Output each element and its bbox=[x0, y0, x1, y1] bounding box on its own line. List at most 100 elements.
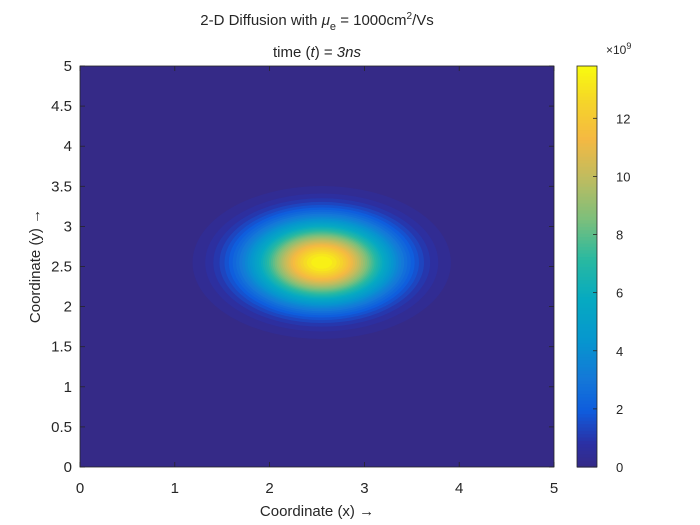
colorbar-segment bbox=[577, 423, 597, 428]
colorbar-segment bbox=[577, 216, 597, 221]
colorbar-segment bbox=[577, 256, 597, 261]
colorbar-tick-label: 8 bbox=[616, 228, 623, 243]
colorbar-segment bbox=[577, 236, 597, 241]
chart-title: 2-D Diffusion with μe = 1000cm2/Vs bbox=[200, 11, 434, 33]
colorbar-segment bbox=[577, 283, 597, 288]
colorbar-segment bbox=[577, 156, 597, 161]
colorbar-segment bbox=[577, 329, 597, 334]
colorbar-segment bbox=[577, 239, 597, 244]
colorbar-segment bbox=[577, 219, 597, 224]
colorbar-segment bbox=[577, 303, 597, 308]
colorbar-segment bbox=[577, 159, 597, 164]
colorbar-segment bbox=[577, 293, 597, 298]
y-tick-label: 4.5 bbox=[51, 98, 72, 115]
subtitle-var: t bbox=[311, 44, 316, 61]
y-tick-label: 3 bbox=[64, 218, 72, 235]
colorbar-segment bbox=[577, 203, 597, 207]
colorbar-segment bbox=[577, 122, 597, 127]
colorbar-segment bbox=[577, 279, 597, 284]
colorbar-segment bbox=[577, 172, 597, 177]
heatmap-area bbox=[80, 66, 554, 467]
colorbar-segment bbox=[577, 463, 597, 468]
x-axis-ticks: 0 1 2 3 4 5 bbox=[76, 66, 558, 497]
colorbar-segment bbox=[577, 196, 597, 201]
colorbar-segment bbox=[577, 383, 597, 388]
subtitle-prefix: time ( bbox=[273, 44, 311, 61]
colorbar-segment bbox=[577, 129, 597, 134]
colorbar-segment bbox=[577, 136, 597, 141]
colorbar-segment bbox=[577, 132, 597, 137]
colorbar-segment bbox=[577, 453, 597, 458]
colorbar-segment bbox=[577, 76, 597, 80]
colorbar-segment bbox=[577, 440, 597, 445]
colorbar-segment bbox=[577, 206, 597, 211]
colorbar-tick-label: 10 bbox=[616, 169, 630, 184]
colorbar-segment bbox=[577, 373, 597, 378]
colorbar-segment bbox=[577, 229, 597, 234]
x-tick-label: 2 bbox=[265, 480, 273, 497]
colorbar-segment bbox=[577, 360, 597, 365]
y-tick-label: 1 bbox=[64, 379, 72, 396]
chart-subtitle: time (t) = 3ns bbox=[273, 44, 361, 61]
colorbar-segment bbox=[577, 433, 597, 438]
colorbar-segment bbox=[577, 356, 597, 361]
colorbar-segment bbox=[577, 336, 597, 341]
colorbar-frame bbox=[576, 65, 598, 468]
colorbar-segment bbox=[577, 420, 597, 425]
colorbar-segment bbox=[577, 179, 597, 184]
colorbar-segment bbox=[577, 390, 597, 395]
colorbar-segment bbox=[577, 89, 597, 94]
colorbar-segment bbox=[577, 443, 597, 448]
y-tick-label: 5 bbox=[64, 58, 72, 75]
colorbar-segment bbox=[577, 309, 597, 314]
colorbar-segment bbox=[577, 353, 597, 358]
colorbar-segment bbox=[577, 376, 597, 381]
colorbar-segment bbox=[577, 213, 597, 217]
colorbar-segment bbox=[577, 99, 597, 104]
colorbar-segment bbox=[577, 340, 597, 344]
colorbar-tick-label: 2 bbox=[616, 402, 623, 417]
colorbar-tick-label: 4 bbox=[616, 344, 623, 359]
colorbar-multiplier-exponent: 9 bbox=[626, 41, 631, 51]
colorbar-segment bbox=[577, 79, 597, 84]
colorbar-segment bbox=[577, 333, 597, 338]
y-axis-ticks: 0 0.5 1 1.5 2 2.5 3 3.5 4 4.5 5 bbox=[51, 58, 554, 476]
colorbar-segment bbox=[577, 182, 597, 187]
y-tick-label: 3.5 bbox=[51, 178, 72, 195]
y-tick-label: 0 bbox=[64, 459, 72, 476]
colorbar-segment bbox=[577, 326, 597, 331]
colorbar-segment bbox=[577, 366, 597, 371]
colorbar-segment bbox=[577, 286, 597, 291]
colorbar-segment bbox=[577, 146, 597, 151]
colorbar-segment bbox=[577, 96, 597, 101]
x-tick-label: 3 bbox=[360, 480, 368, 497]
colorbar-tick-label: 0 bbox=[616, 460, 623, 475]
colorbar-segment bbox=[577, 323, 597, 328]
colorbar-segment bbox=[577, 370, 597, 375]
colorbar-segment bbox=[577, 460, 597, 465]
colorbar-segment bbox=[577, 363, 597, 368]
colorbar-segment bbox=[577, 199, 597, 204]
colorbar-segment bbox=[577, 72, 597, 77]
colorbar-segment bbox=[577, 116, 597, 121]
colorbar-segment bbox=[577, 86, 597, 90]
y-tick-label: 0.5 bbox=[51, 419, 72, 436]
colorbar-segment bbox=[577, 266, 597, 271]
colorbar-segment bbox=[577, 106, 597, 111]
y-tick-label: 4 bbox=[64, 138, 72, 155]
colorbar-segment bbox=[577, 346, 597, 351]
colorbar-segment bbox=[577, 92, 597, 97]
colorbar-segment bbox=[577, 82, 597, 87]
colorbar-segment bbox=[577, 400, 597, 405]
colorbar-segment bbox=[577, 316, 597, 321]
colorbar-multiplier-base: ×10 bbox=[606, 43, 627, 57]
colorbar-segment bbox=[577, 436, 597, 441]
colorbar-segment bbox=[577, 142, 597, 147]
y-tick-label: 1.5 bbox=[51, 339, 72, 356]
colorbar-segment bbox=[577, 393, 597, 398]
y-tick-label: 2 bbox=[64, 299, 72, 316]
colorbar-multiplier: ×109 bbox=[606, 41, 631, 57]
colorbar-segment bbox=[577, 319, 597, 324]
colorbar-segment bbox=[577, 109, 597, 114]
x-tick-label: 5 bbox=[550, 480, 558, 497]
